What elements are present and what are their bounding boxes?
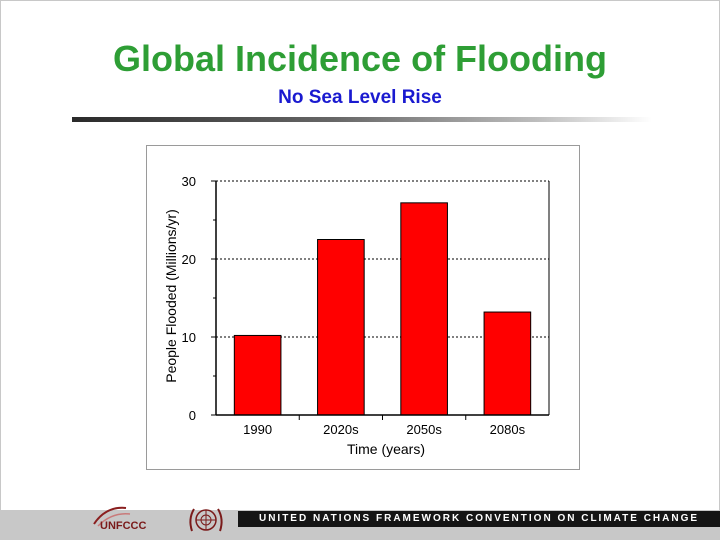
bar-2020s (317, 239, 365, 416)
svg-text:UNFCCC: UNFCCC (100, 520, 146, 532)
x-tick-label-1990: 1990 (243, 422, 272, 437)
un-emblem-icon (189, 508, 223, 532)
tick-label-layer: 0 10 20 30 1990 2020s 2050s 2080s (182, 174, 526, 437)
footer-text: UNITED NATIONS FRAMEWORK CONVENTION ON C… (258, 513, 700, 524)
x-tick-label-2020s: 2020s (323, 422, 359, 437)
y-tick-label-10: 10 (182, 330, 196, 345)
slide-subtitle: No Sea Level Rise (278, 87, 442, 108)
y-tick-label-30: 30 (182, 174, 196, 189)
x-axis-title: Time (years) (347, 441, 425, 457)
bar-2080s (483, 311, 532, 416)
slide-title: Global Incidence of Flooding (113, 38, 607, 79)
bar-1990 (233, 334, 282, 416)
axis-layer (211, 180, 550, 420)
title-divider (72, 117, 652, 122)
unfccc-logo: UNFCCC (93, 506, 146, 532)
bar-layer (233, 202, 532, 416)
y-axis-title: People Flooded (Millions/yr) (163, 209, 179, 383)
footer-stripe (238, 511, 720, 527)
x-tick-label-2050s: 2050s (406, 422, 442, 437)
x-tick-label-2080s: 2080s (490, 422, 526, 437)
y-tick-label-0: 0 (189, 408, 196, 423)
bar-2050s (400, 202, 448, 416)
y-tick-label-20: 20 (182, 252, 196, 267)
